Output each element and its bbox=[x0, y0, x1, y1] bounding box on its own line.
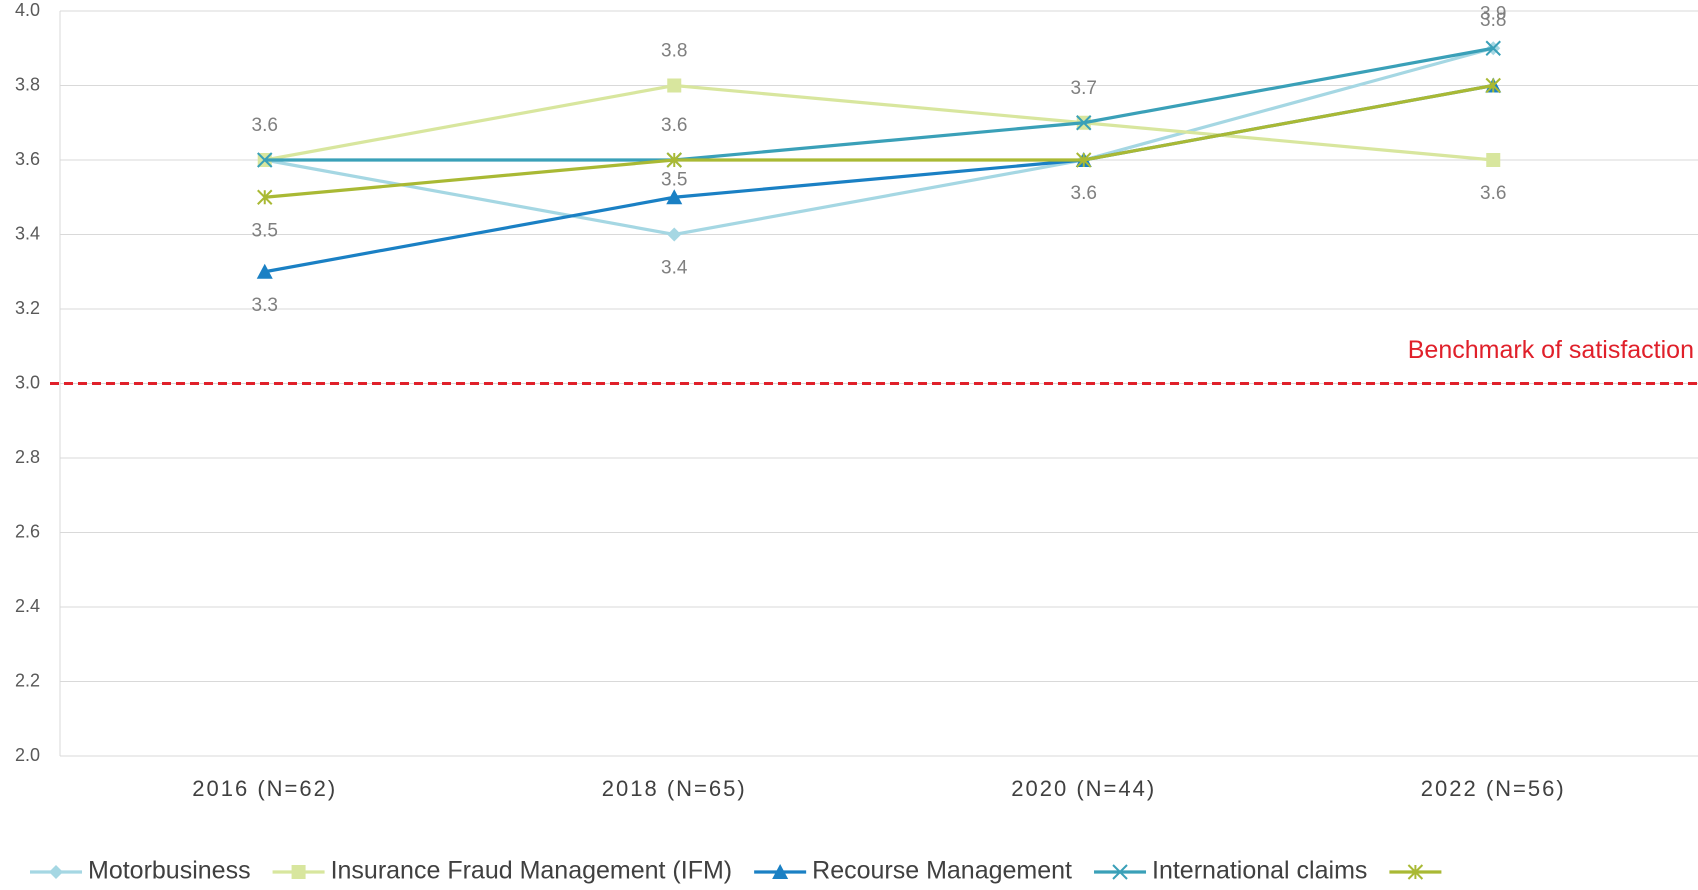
legend-label: Motorbusiness bbox=[88, 857, 251, 885]
y-tick-label: 3.2 bbox=[15, 298, 40, 318]
marker bbox=[1485, 77, 1501, 94]
x-tick-label: 2016 (N=62) bbox=[192, 776, 337, 801]
data-label: 3.3 bbox=[252, 295, 278, 316]
data-label: 3.9 bbox=[1480, 3, 1506, 24]
data-label: 3.5 bbox=[252, 220, 278, 241]
series-line bbox=[264, 83, 1494, 162]
marker bbox=[1485, 40, 1501, 56]
y-tick-label: 2.8 bbox=[15, 447, 40, 467]
series-line bbox=[264, 83, 1494, 274]
marker bbox=[772, 864, 789, 879]
marker bbox=[257, 152, 273, 168]
legend-item: International claims bbox=[1094, 857, 1367, 885]
marker bbox=[1076, 152, 1092, 168]
y-tick-label: 2.6 bbox=[15, 521, 40, 541]
reference-label: Benchmark of satisfaction bbox=[1408, 336, 1694, 364]
legend-item: Motorbusiness bbox=[30, 857, 251, 885]
data-label: 3.5 bbox=[661, 169, 687, 190]
data-label: 3.6 bbox=[252, 115, 278, 136]
series-line bbox=[264, 46, 1494, 162]
data-label: 3.8 bbox=[1480, 10, 1506, 31]
legend-label: Insurance Fraud Management (IFM) bbox=[331, 857, 733, 885]
marker bbox=[666, 189, 683, 205]
legend-item: Insurance Fraud Management (IFM) bbox=[272, 857, 733, 885]
x-tick-label: 2020 (N=44) bbox=[1011, 776, 1156, 801]
data-label: 3.6 bbox=[661, 115, 687, 136]
marker bbox=[667, 227, 682, 242]
y-tick-label: 3.0 bbox=[15, 372, 40, 392]
legend-label: International claims bbox=[1152, 857, 1367, 885]
y-tick-label: 2.2 bbox=[15, 670, 40, 690]
marker bbox=[291, 865, 306, 879]
y-tick-label: 3.6 bbox=[15, 149, 40, 169]
marker bbox=[257, 189, 273, 205]
marker bbox=[666, 152, 682, 168]
y-tick-label: 3.4 bbox=[15, 223, 40, 243]
y-tick-label: 2.4 bbox=[15, 596, 40, 616]
marker bbox=[1076, 115, 1092, 131]
x-tick-label: 2018 (N=65) bbox=[602, 776, 747, 801]
marker bbox=[1486, 153, 1501, 167]
legend-label: Recourse Management bbox=[812, 857, 1072, 885]
marker bbox=[49, 865, 63, 879]
y-tick-label: 3.8 bbox=[15, 74, 40, 94]
marker bbox=[667, 78, 682, 93]
data-label: 3.6 bbox=[1071, 183, 1097, 204]
marker bbox=[256, 263, 273, 279]
marker bbox=[1407, 864, 1424, 880]
x-tick-label: 2022 (N=56) bbox=[1421, 776, 1566, 801]
series-line bbox=[264, 46, 1494, 237]
marker bbox=[1112, 864, 1128, 880]
data-label: 3.7 bbox=[1071, 78, 1097, 99]
series-line bbox=[264, 83, 1494, 199]
y-tick-label: 4.0 bbox=[15, 0, 40, 20]
data-label: 3.6 bbox=[1480, 183, 1506, 204]
legend-item bbox=[1389, 864, 1442, 880]
y-tick-label: 2.0 bbox=[15, 745, 40, 765]
legend-item: Recourse Management bbox=[754, 857, 1072, 885]
data-label: 3.4 bbox=[661, 258, 688, 279]
data-label: 3.8 bbox=[661, 41, 687, 62]
